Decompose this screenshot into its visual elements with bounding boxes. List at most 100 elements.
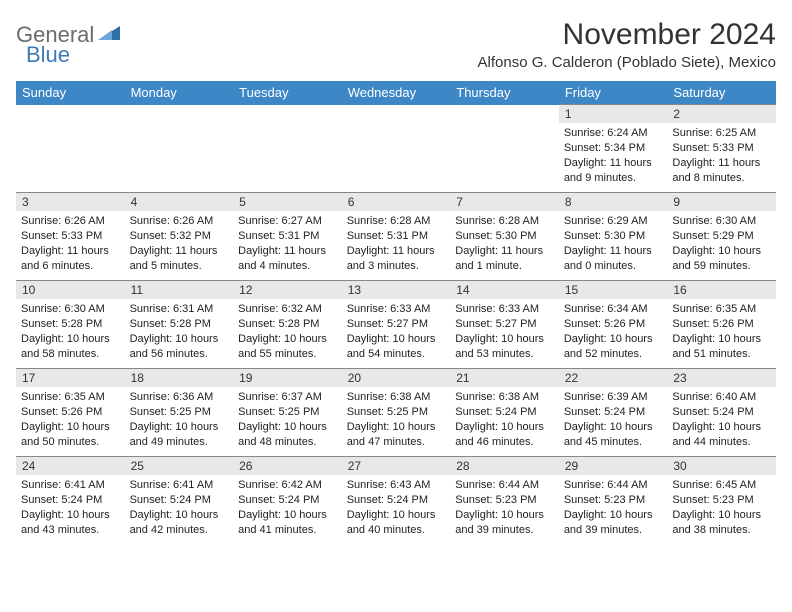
day-content: Sunrise: 6:24 AMSunset: 5:34 PMDaylight:… (559, 123, 668, 189)
calendar-day-cell: 18Sunrise: 6:36 AMSunset: 5:25 PMDayligh… (125, 369, 234, 457)
calendar-day-cell: 15Sunrise: 6:34 AMSunset: 5:26 PMDayligh… (559, 281, 668, 369)
calendar-day-cell: 28Sunrise: 6:44 AMSunset: 5:23 PMDayligh… (450, 457, 559, 545)
day-content: Sunrise: 6:41 AMSunset: 5:24 PMDaylight:… (125, 475, 234, 541)
sunset-line: Sunset: 5:24 PM (21, 493, 120, 508)
day-number: 1 (559, 105, 668, 123)
sunrise-line: Sunrise: 6:43 AM (347, 478, 446, 493)
day-number: 30 (667, 457, 776, 475)
day-number: 10 (16, 281, 125, 299)
sunrise-line: Sunrise: 6:26 AM (130, 214, 229, 229)
daylight-line: Daylight: 11 hours and 5 minutes. (130, 244, 229, 274)
calendar-day-cell: 3Sunrise: 6:26 AMSunset: 5:33 PMDaylight… (16, 193, 125, 281)
location-subtitle: Alfonso G. Calderon (Poblado Siete), Mex… (478, 54, 776, 71)
sunset-line: Sunset: 5:28 PM (238, 317, 337, 332)
day-content: Sunrise: 6:29 AMSunset: 5:30 PMDaylight:… (559, 211, 668, 277)
day-content: Sunrise: 6:38 AMSunset: 5:25 PMDaylight:… (342, 387, 451, 453)
calendar-day-cell: 20Sunrise: 6:38 AMSunset: 5:25 PMDayligh… (342, 369, 451, 457)
daylight-line: Daylight: 10 hours and 39 minutes. (455, 508, 554, 538)
day-number: 23 (667, 369, 776, 387)
daylight-line: Daylight: 10 hours and 39 minutes. (564, 508, 663, 538)
day-content: Sunrise: 6:37 AMSunset: 5:25 PMDaylight:… (233, 387, 342, 453)
calendar-day-cell: 11Sunrise: 6:31 AMSunset: 5:28 PMDayligh… (125, 281, 234, 369)
daylight-line: Daylight: 10 hours and 59 minutes. (672, 244, 771, 274)
daylight-line: Daylight: 10 hours and 51 minutes. (672, 332, 771, 362)
day-number: 14 (450, 281, 559, 299)
sunset-line: Sunset: 5:29 PM (672, 229, 771, 244)
day-content: Sunrise: 6:25 AMSunset: 5:33 PMDaylight:… (667, 123, 776, 189)
day-number: 25 (125, 457, 234, 475)
sunset-line: Sunset: 5:30 PM (455, 229, 554, 244)
daylight-line: Daylight: 10 hours and 48 minutes. (238, 420, 337, 450)
title-block: November 2024 Alfonso G. Calderon (Pobla… (478, 18, 776, 71)
sunrise-line: Sunrise: 6:38 AM (455, 390, 554, 405)
daylight-line: Daylight: 10 hours and 53 minutes. (455, 332, 554, 362)
calendar-day-cell: 5Sunrise: 6:27 AMSunset: 5:31 PMDaylight… (233, 193, 342, 281)
day-content: Sunrise: 6:38 AMSunset: 5:24 PMDaylight:… (450, 387, 559, 453)
sunrise-line: Sunrise: 6:28 AM (455, 214, 554, 229)
day-number: 7 (450, 193, 559, 211)
sunset-line: Sunset: 5:24 PM (455, 405, 554, 420)
calendar-day-cell: 29Sunrise: 6:44 AMSunset: 5:23 PMDayligh… (559, 457, 668, 545)
calendar-week-row: 10Sunrise: 6:30 AMSunset: 5:28 PMDayligh… (16, 281, 776, 369)
daylight-line: Daylight: 10 hours and 54 minutes. (347, 332, 446, 362)
daylight-line: Daylight: 10 hours and 55 minutes. (238, 332, 337, 362)
day-content: Sunrise: 6:44 AMSunset: 5:23 PMDaylight:… (559, 475, 668, 541)
day-header: Sunday (16, 81, 125, 105)
day-number: 13 (342, 281, 451, 299)
logo-triangle-icon (98, 24, 122, 47)
sunrise-line: Sunrise: 6:41 AM (21, 478, 120, 493)
sunrise-line: Sunrise: 6:28 AM (347, 214, 446, 229)
sunrise-line: Sunrise: 6:39 AM (564, 390, 663, 405)
daylight-line: Daylight: 10 hours and 41 minutes. (238, 508, 337, 538)
day-content: Sunrise: 6:26 AMSunset: 5:32 PMDaylight:… (125, 211, 234, 277)
calendar-day-cell: 30Sunrise: 6:45 AMSunset: 5:23 PMDayligh… (667, 457, 776, 545)
calendar-day-cell (233, 105, 342, 193)
sunrise-line: Sunrise: 6:35 AM (672, 302, 771, 317)
day-number: 24 (16, 457, 125, 475)
daylight-line: Daylight: 10 hours and 40 minutes. (347, 508, 446, 538)
day-content: Sunrise: 6:43 AMSunset: 5:24 PMDaylight:… (342, 475, 451, 541)
calendar-day-cell: 12Sunrise: 6:32 AMSunset: 5:28 PMDayligh… (233, 281, 342, 369)
day-content: Sunrise: 6:41 AMSunset: 5:24 PMDaylight:… (16, 475, 125, 541)
sunset-line: Sunset: 5:23 PM (672, 493, 771, 508)
day-header: Tuesday (233, 81, 342, 105)
daylight-line: Daylight: 11 hours and 1 minute. (455, 244, 554, 274)
sunrise-line: Sunrise: 6:31 AM (130, 302, 229, 317)
sunset-line: Sunset: 5:25 PM (347, 405, 446, 420)
sunset-line: Sunset: 5:24 PM (672, 405, 771, 420)
day-content: Sunrise: 6:30 AMSunset: 5:28 PMDaylight:… (16, 299, 125, 365)
day-content: Sunrise: 6:35 AMSunset: 5:26 PMDaylight:… (667, 299, 776, 365)
day-number: 4 (125, 193, 234, 211)
day-header: Monday (125, 81, 234, 105)
day-content: Sunrise: 6:30 AMSunset: 5:29 PMDaylight:… (667, 211, 776, 277)
daylight-line: Daylight: 10 hours and 44 minutes. (672, 420, 771, 450)
day-number: 17 (16, 369, 125, 387)
sunrise-line: Sunrise: 6:42 AM (238, 478, 337, 493)
logo-text-blue: Blue (26, 42, 70, 68)
calendar-day-cell (342, 105, 451, 193)
calendar-body: 1Sunrise: 6:24 AMSunset: 5:34 PMDaylight… (16, 105, 776, 545)
sunset-line: Sunset: 5:28 PM (130, 317, 229, 332)
day-content: Sunrise: 6:32 AMSunset: 5:28 PMDaylight:… (233, 299, 342, 365)
sunrise-line: Sunrise: 6:41 AM (130, 478, 229, 493)
calendar-day-cell: 1Sunrise: 6:24 AMSunset: 5:34 PMDaylight… (559, 105, 668, 193)
day-content: Sunrise: 6:40 AMSunset: 5:24 PMDaylight:… (667, 387, 776, 453)
sunrise-line: Sunrise: 6:25 AM (672, 126, 771, 141)
calendar-day-cell: 9Sunrise: 6:30 AMSunset: 5:29 PMDaylight… (667, 193, 776, 281)
day-content: Sunrise: 6:42 AMSunset: 5:24 PMDaylight:… (233, 475, 342, 541)
daylight-line: Daylight: 10 hours and 49 minutes. (130, 420, 229, 450)
daylight-line: Daylight: 10 hours and 52 minutes. (564, 332, 663, 362)
daylight-line: Daylight: 11 hours and 0 minutes. (564, 244, 663, 274)
daylight-line: Daylight: 10 hours and 42 minutes. (130, 508, 229, 538)
daylight-line: Daylight: 11 hours and 3 minutes. (347, 244, 446, 274)
day-header: Thursday (450, 81, 559, 105)
daylight-line: Daylight: 10 hours and 43 minutes. (21, 508, 120, 538)
calendar-day-cell (450, 105, 559, 193)
sunset-line: Sunset: 5:25 PM (130, 405, 229, 420)
day-number: 28 (450, 457, 559, 475)
daylight-line: Daylight: 10 hours and 58 minutes. (21, 332, 120, 362)
calendar-day-cell: 10Sunrise: 6:30 AMSunset: 5:28 PMDayligh… (16, 281, 125, 369)
sunrise-line: Sunrise: 6:27 AM (238, 214, 337, 229)
day-content: Sunrise: 6:44 AMSunset: 5:23 PMDaylight:… (450, 475, 559, 541)
page-header: General November 2024 Alfonso G. Caldero… (16, 18, 776, 71)
